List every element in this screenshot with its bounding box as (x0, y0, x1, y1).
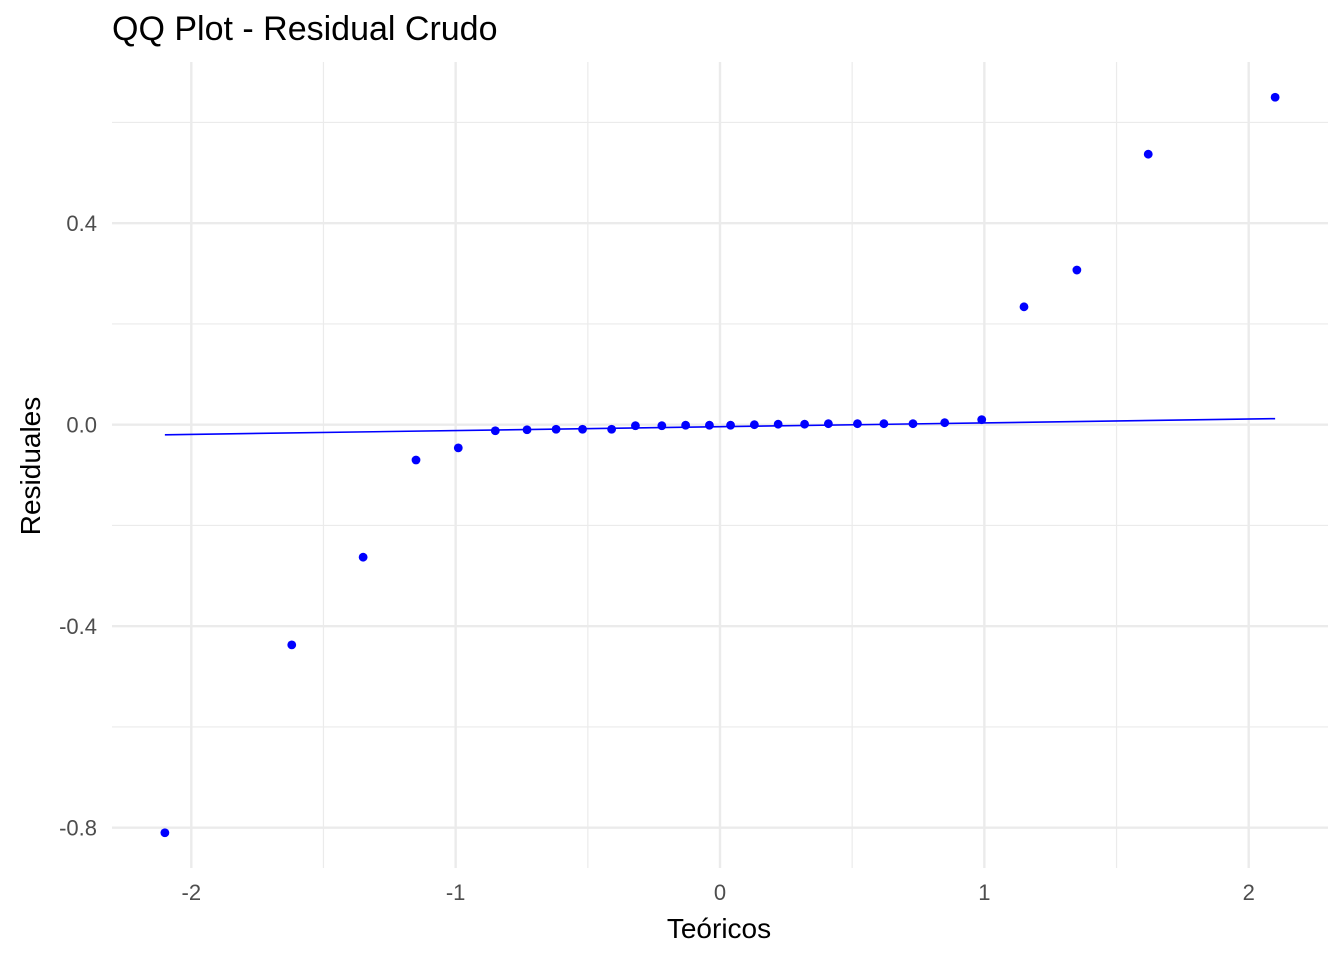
grid (112, 62, 1328, 868)
data-point (908, 419, 918, 429)
x-tick-label: -1 (446, 880, 466, 905)
x-axis-title: Teóricos (667, 913, 771, 944)
reference-line-group (164, 417, 1276, 436)
data-point (705, 420, 714, 430)
y-axis-title: Residuales (15, 397, 46, 536)
data-point (287, 640, 297, 650)
data-point (749, 420, 759, 430)
data-point (879, 419, 889, 429)
y-axis-ticks: -0.8 -0.4 0.0 0.4 (59, 211, 97, 841)
x-tick-label: 1 (978, 880, 990, 905)
data-point (800, 419, 809, 429)
data-point (358, 552, 368, 562)
data-point (578, 424, 587, 434)
data-point (726, 420, 735, 430)
data-point (773, 419, 783, 429)
x-tick-label: 2 (1243, 880, 1255, 905)
data-point (1072, 265, 1082, 275)
x-tick-label: 0 (714, 880, 726, 905)
data-point (1143, 149, 1153, 159)
data-point (490, 426, 500, 436)
x-tick-label: -2 (182, 880, 202, 905)
data-points (160, 92, 1280, 838)
y-tick-label: -0.8 (59, 816, 97, 841)
y-tick-label: 0.4 (66, 211, 97, 236)
data-point (1019, 302, 1029, 312)
data-point (160, 828, 170, 838)
data-point (853, 419, 862, 429)
data-point (607, 424, 617, 434)
data-point (977, 415, 987, 425)
data-point (551, 424, 561, 434)
y-tick-label: 0.0 (66, 413, 97, 438)
data-point (522, 425, 532, 435)
data-point (631, 421, 640, 431)
y-tick-label: -0.4 (59, 614, 97, 639)
x-axis-ticks: -2 -1 0 1 2 (182, 880, 1255, 905)
data-point (411, 455, 421, 465)
qq-reference-line (164, 417, 1276, 436)
data-point (657, 421, 667, 431)
data-point (453, 443, 463, 453)
data-point (823, 419, 833, 429)
data-point (1270, 92, 1280, 102)
chart-title: QQ Plot - Residual Crudo (112, 10, 498, 48)
data-point (681, 420, 691, 430)
data-point (940, 418, 950, 428)
